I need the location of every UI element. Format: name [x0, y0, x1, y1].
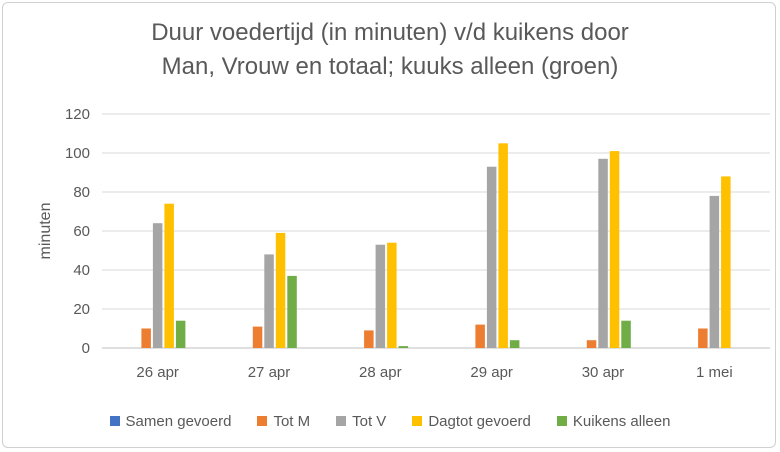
bar-dagtot-gevoerd-28-apr — [387, 242, 397, 348]
gridlines — [102, 113, 770, 349]
legend-label: Samen gevoerd — [125, 412, 232, 430]
bar-tot-v-30-apr — [598, 158, 608, 348]
x-tick-label: 30 apr — [582, 364, 625, 381]
bar-tot-m-30-apr — [586, 340, 597, 348]
bar-tot-v-27-apr — [264, 254, 274, 348]
bar-kuikens-alleen-26-apr — [175, 320, 186, 348]
y-tick-label: 120 — [65, 106, 90, 123]
chart-frame — [2, 2, 776, 448]
x-tick-label: 26 apr — [136, 364, 179, 381]
bar-tot-m-26-apr — [141, 328, 151, 348]
x-tick-label: 1 mei — [696, 364, 733, 381]
bar-dagtot-gevoerd-29-apr — [498, 143, 508, 349]
bar-tot-v-1-mei — [709, 195, 720, 348]
bar-tot-m-28-apr — [364, 330, 374, 348]
legend-label: Kuikens alleen — [572, 412, 671, 430]
bar-kuikens-alleen-30-apr — [621, 320, 631, 348]
y-tick-label: 40 — [73, 262, 90, 279]
bars — [141, 143, 731, 349]
legend-label: Dagtot gevoerd — [428, 412, 531, 430]
chart-title-line-2: Man, Vrouw en totaal; kuuks alleen (groe… — [161, 53, 619, 80]
y-tick-label: 80 — [73, 184, 90, 201]
x-tick-label: 27 apr — [248, 364, 291, 381]
legend-swatch — [556, 416, 567, 426]
bar-tot-m-1-mei — [698, 328, 708, 348]
legend-item: Kuikens alleen — [556, 412, 671, 430]
bar-tot-v-29-apr — [486, 166, 497, 348]
bar-dagtot-gevoerd-1-mei — [721, 176, 731, 348]
bar-dagtot-gevoerd-27-apr — [275, 232, 286, 348]
bar-tot-m-27-apr — [252, 326, 263, 348]
legend-item: Tot M — [257, 413, 310, 430]
y-tick-label: 20 — [73, 301, 90, 318]
bar-tot-v-26-apr — [152, 223, 163, 348]
legend-swatch — [109, 416, 120, 426]
chart-title-line-1: Duur voedertijd (in minuten) v/d kuikens… — [151, 19, 629, 46]
legend-swatch — [336, 416, 347, 426]
legend-label: Tot M — [273, 412, 311, 430]
y-tick-label: 100 — [65, 145, 90, 162]
legend-item: Samen gevoerd — [109, 412, 232, 430]
x-tick-label: 29 apr — [470, 364, 513, 381]
legend-item: Dagtot gevoerd — [412, 413, 531, 430]
bar-kuikens-alleen-27-apr — [287, 275, 297, 348]
bar-tot-v-28-apr — [375, 244, 386, 348]
bar-dagtot-gevoerd-30-apr — [609, 151, 620, 348]
legend-label: Tot V — [352, 412, 387, 430]
y-tick-labels: 0 20 40 60 80 100 120 — [65, 106, 90, 357]
x-tick-label: 28 apr — [359, 364, 402, 381]
y-tick-label: 60 — [73, 223, 90, 240]
bar-dagtot-gevoerd-26-apr — [164, 203, 174, 348]
legend: Samen gevoerd Tot M Tot V Dagtot gevoerd Kui… — [0, 410, 780, 432]
x-tick-labels: 26 apr 27 apr 28 apr 29 apr 30 apr 1 mei — [136, 364, 732, 381]
legend-swatch — [412, 416, 423, 426]
chart-title: Duur voedertijd (in minuten) v/d kuikens… — [0, 16, 780, 84]
legend-item: Tot V — [336, 413, 386, 430]
bar-kuikens-alleen-29-apr — [509, 340, 520, 348]
y-axis-label: minuten — [37, 203, 54, 260]
legend-swatch — [257, 416, 268, 426]
bar-tot-m-29-apr — [475, 324, 485, 348]
y-tick-label: 0 — [82, 340, 90, 357]
bar-kuikens-alleen-28-apr — [398, 346, 409, 348]
